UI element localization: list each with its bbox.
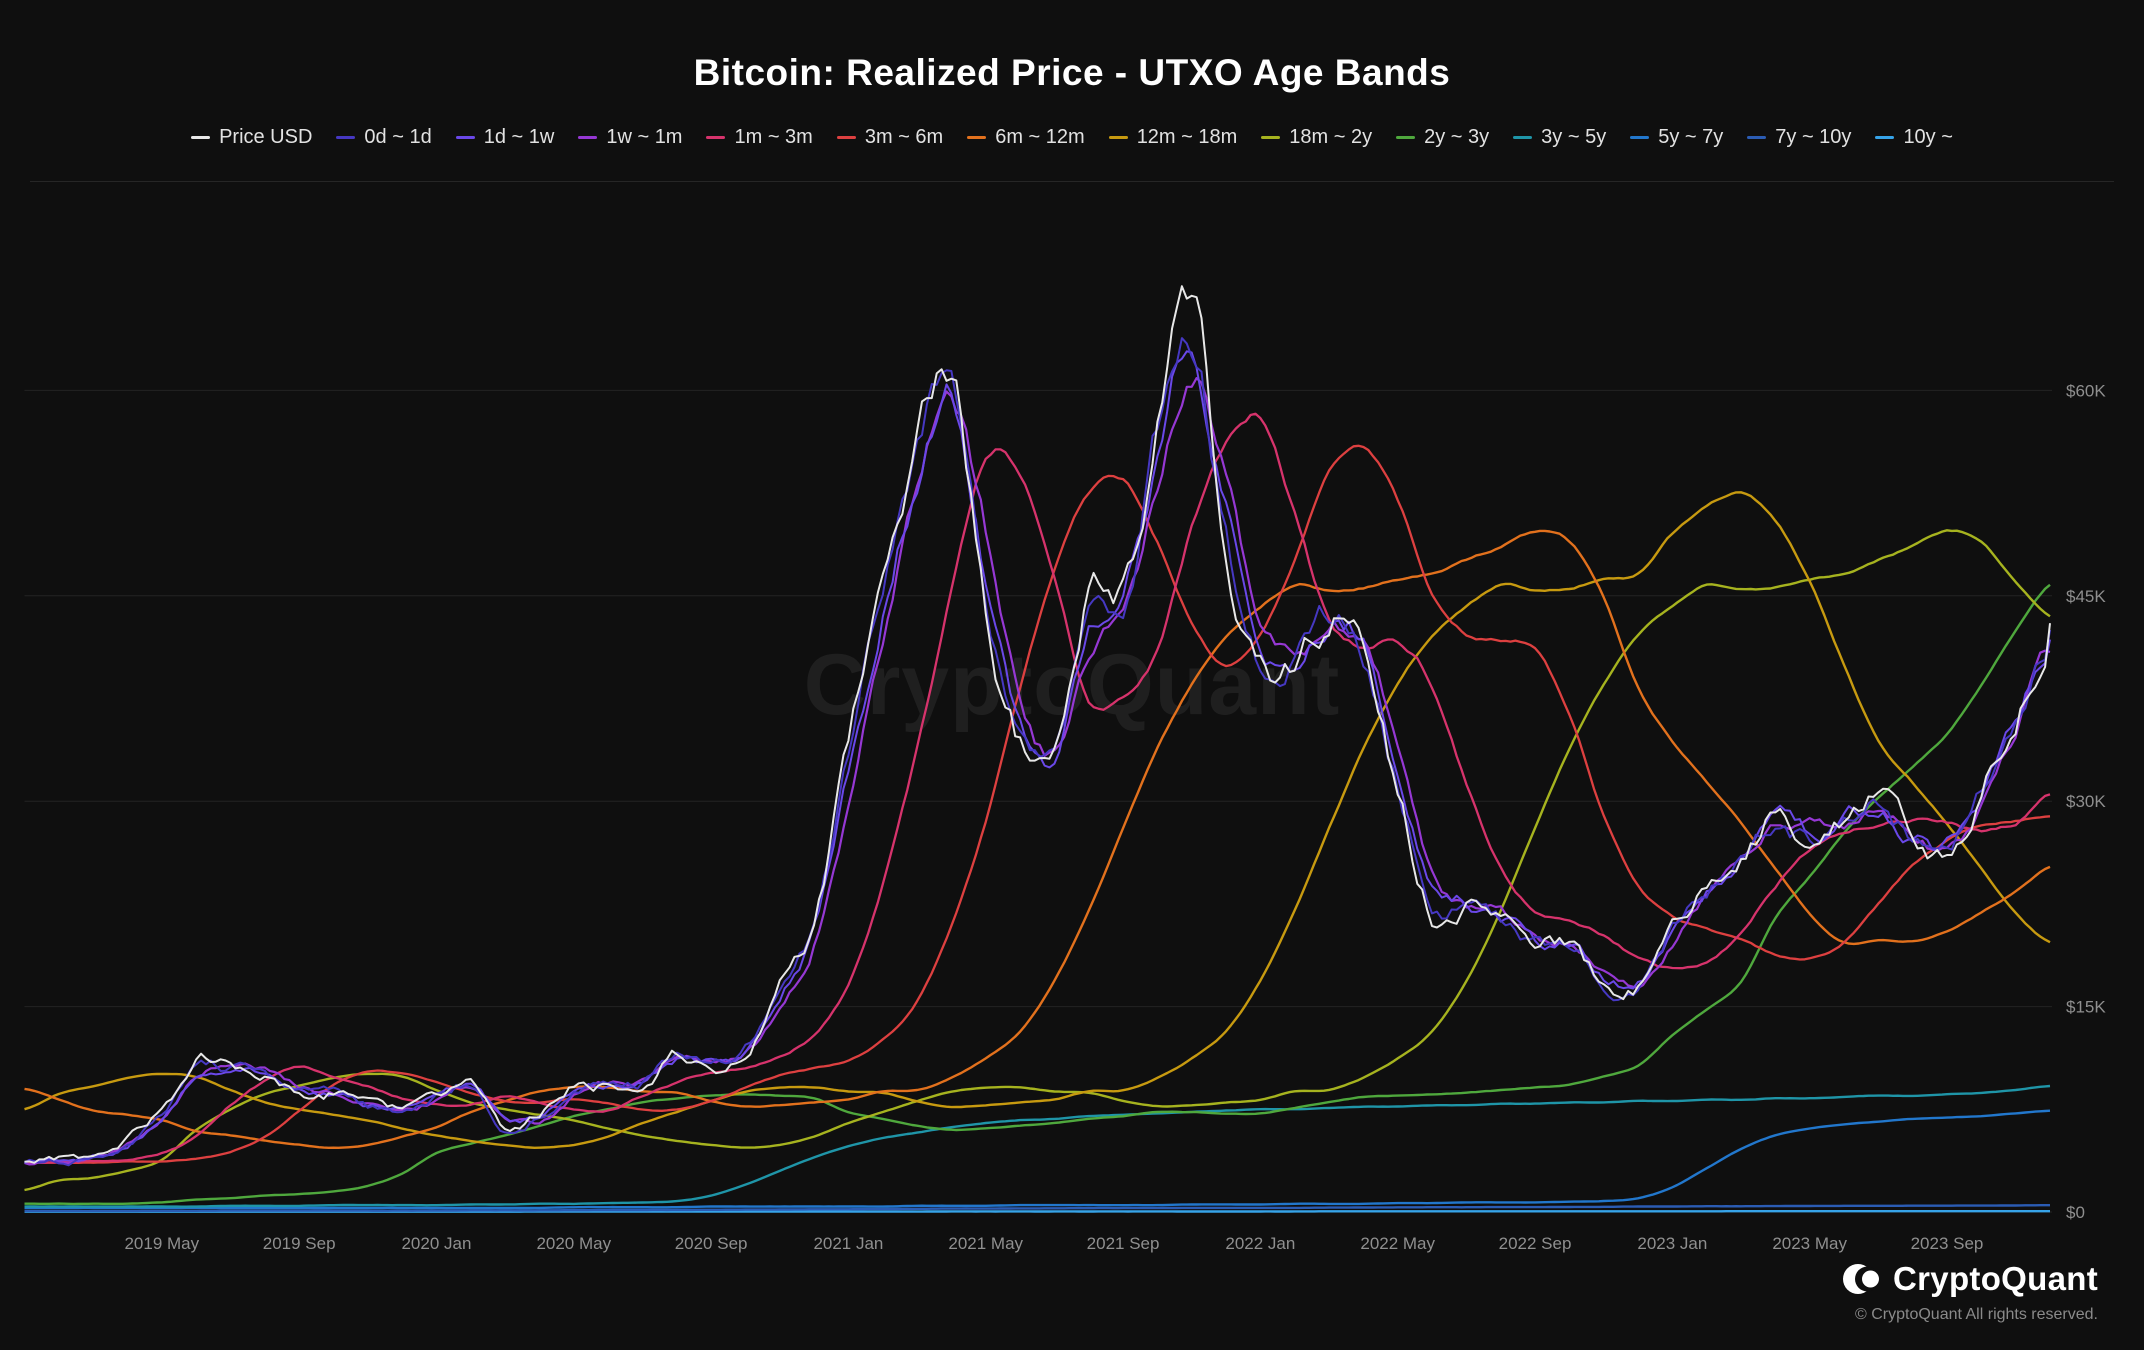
legend-swatch [1875,136,1895,139]
x-tick-label: 2020 Sep [675,1234,748,1253]
x-tick-label: 2021 Jan [813,1234,883,1253]
legend-swatch [1513,136,1533,139]
x-tick-label: 2023 Jan [1637,1234,1707,1253]
legend-swatch [191,136,211,139]
legend-item-price-usd[interactable]: Price USD [191,126,312,149]
legend-label: 18m ~ 2y [1289,126,1373,148]
copyright-text: © CryptoQuant All rights reserved. [1855,1306,2098,1323]
series-line-1d-1w [24,350,2051,1165]
chart-legend: Price USD 0d ~ 1d 1d ~ 1w 1w ~ 1m 1m ~ 3m 3m … [0,126,2144,149]
x-tick-label: 2022 May [1360,1234,1435,1253]
legend-swatch [836,136,856,139]
legend-separator [30,181,2114,182]
y-tick-label: $15K [2066,998,2106,1017]
series-line-price-usd [24,285,2051,1164]
legend-item-6m-12m[interactable]: 6m ~ 12m [967,126,1085,149]
y-tick-label: $45K [2066,587,2106,606]
legend-swatch [967,136,987,139]
legend-label: 5y ~ 7y [1658,126,1724,148]
legend-item-1w-1m[interactable]: 1w ~ 1m [578,126,682,149]
x-tick-label: 2020 May [536,1234,611,1253]
legend-label: 1m ~ 3m [734,126,813,148]
series-line-3y-5y [24,1084,2051,1208]
legend-item-2y-3y[interactable]: 2y ~ 3y [1396,126,1489,149]
legend-swatch [1630,136,1650,139]
x-tick-label: 2022 Sep [1499,1234,1572,1253]
series-line-2y-3y [24,583,2051,1206]
legend-label: 2y ~ 3y [1424,126,1490,148]
legend-item-5y-7y[interactable]: 5y ~ 7y [1630,126,1723,149]
brand-row: CryptoQuant [1842,1259,2098,1299]
y-tick-label: $0 [2066,1203,2085,1222]
legend-swatch [706,136,726,139]
y-tick-label: $60K [2066,381,2106,400]
legend-item-12m-18m[interactable]: 12m ~ 18m [1108,126,1238,149]
series-line-1w-1m [24,377,2051,1166]
series-line-3m-6m [24,444,2051,1165]
legend-item-3m-6m[interactable]: 3m ~ 6m [836,126,944,149]
legend-swatch [578,136,598,139]
legend-label: 0d ~ 1d [364,126,432,148]
legend-item-10y[interactable]: 10y ~ [1875,126,1953,149]
series-line-6m-12m [24,529,2051,1149]
series-line-12m-18m [24,491,2051,1149]
legend-swatch [1108,136,1128,139]
series-line-1m-3m [24,412,2051,1165]
legend-item-7y-10y[interactable]: 7y ~ 10y [1747,126,1851,149]
brand-footer: CryptoQuant © CryptoQuant All rights res… [1842,1259,2098,1324]
x-tick-label: 2020 Jan [401,1234,471,1253]
y-tick-label: $30K [2066,792,2106,811]
series-line-5y-7y [24,1109,2051,1210]
legend-label: 6m ~ 12m [995,126,1085,148]
legend-label: 1w ~ 1m [606,126,683,148]
legend-label: 10y ~ [1903,126,1953,148]
legend-swatch [1261,136,1281,139]
legend-label: 3y ~ 5y [1541,126,1607,148]
legend-label: 3m ~ 6m [864,126,944,148]
legend-label: 12m ~ 18m [1136,126,1238,148]
x-tick-label: 2022 Jan [1225,1234,1295,1253]
brand-name: CryptoQuant [1893,1260,2098,1297]
legend-item-1d-1w[interactable]: 1d ~ 1w [455,126,555,149]
legend-item-18m-2y[interactable]: 18m ~ 2y [1261,126,1372,149]
legend-item-0d-1d[interactable]: 0d ~ 1d [336,126,432,149]
legend-swatch [336,136,356,139]
legend-label: 1d ~ 1w [483,126,555,148]
legend-swatch [1396,136,1416,139]
legend-label: 7y ~ 10y [1775,126,1852,148]
x-tick-label: 2021 May [948,1234,1023,1253]
series-line-0d-1d [24,337,2051,1167]
x-tick-label: 2019 Sep [263,1234,336,1253]
series-line-18m-2y [24,529,2051,1192]
x-tick-label: 2023 May [1772,1234,1847,1253]
series-line-7y-10y [24,1204,2050,1213]
legend-item-3y-5y[interactable]: 3y ~ 5y [1513,126,1606,149]
legend-label: Price USD [219,126,313,148]
chart-title: Bitcoin: Realized Price - UTXO Age Bands [693,52,1451,93]
x-tick-label: 2021 Sep [1087,1234,1160,1253]
legend-swatch [1747,136,1767,139]
cryptoquant-logo-icon [1843,1264,1881,1294]
x-tick-label: 2023 Sep [1911,1234,1984,1253]
x-tick-label: 2019 May [124,1234,199,1253]
legend-item-1m-3m[interactable]: 1m ~ 3m [706,126,813,149]
legend-swatch [455,136,475,139]
